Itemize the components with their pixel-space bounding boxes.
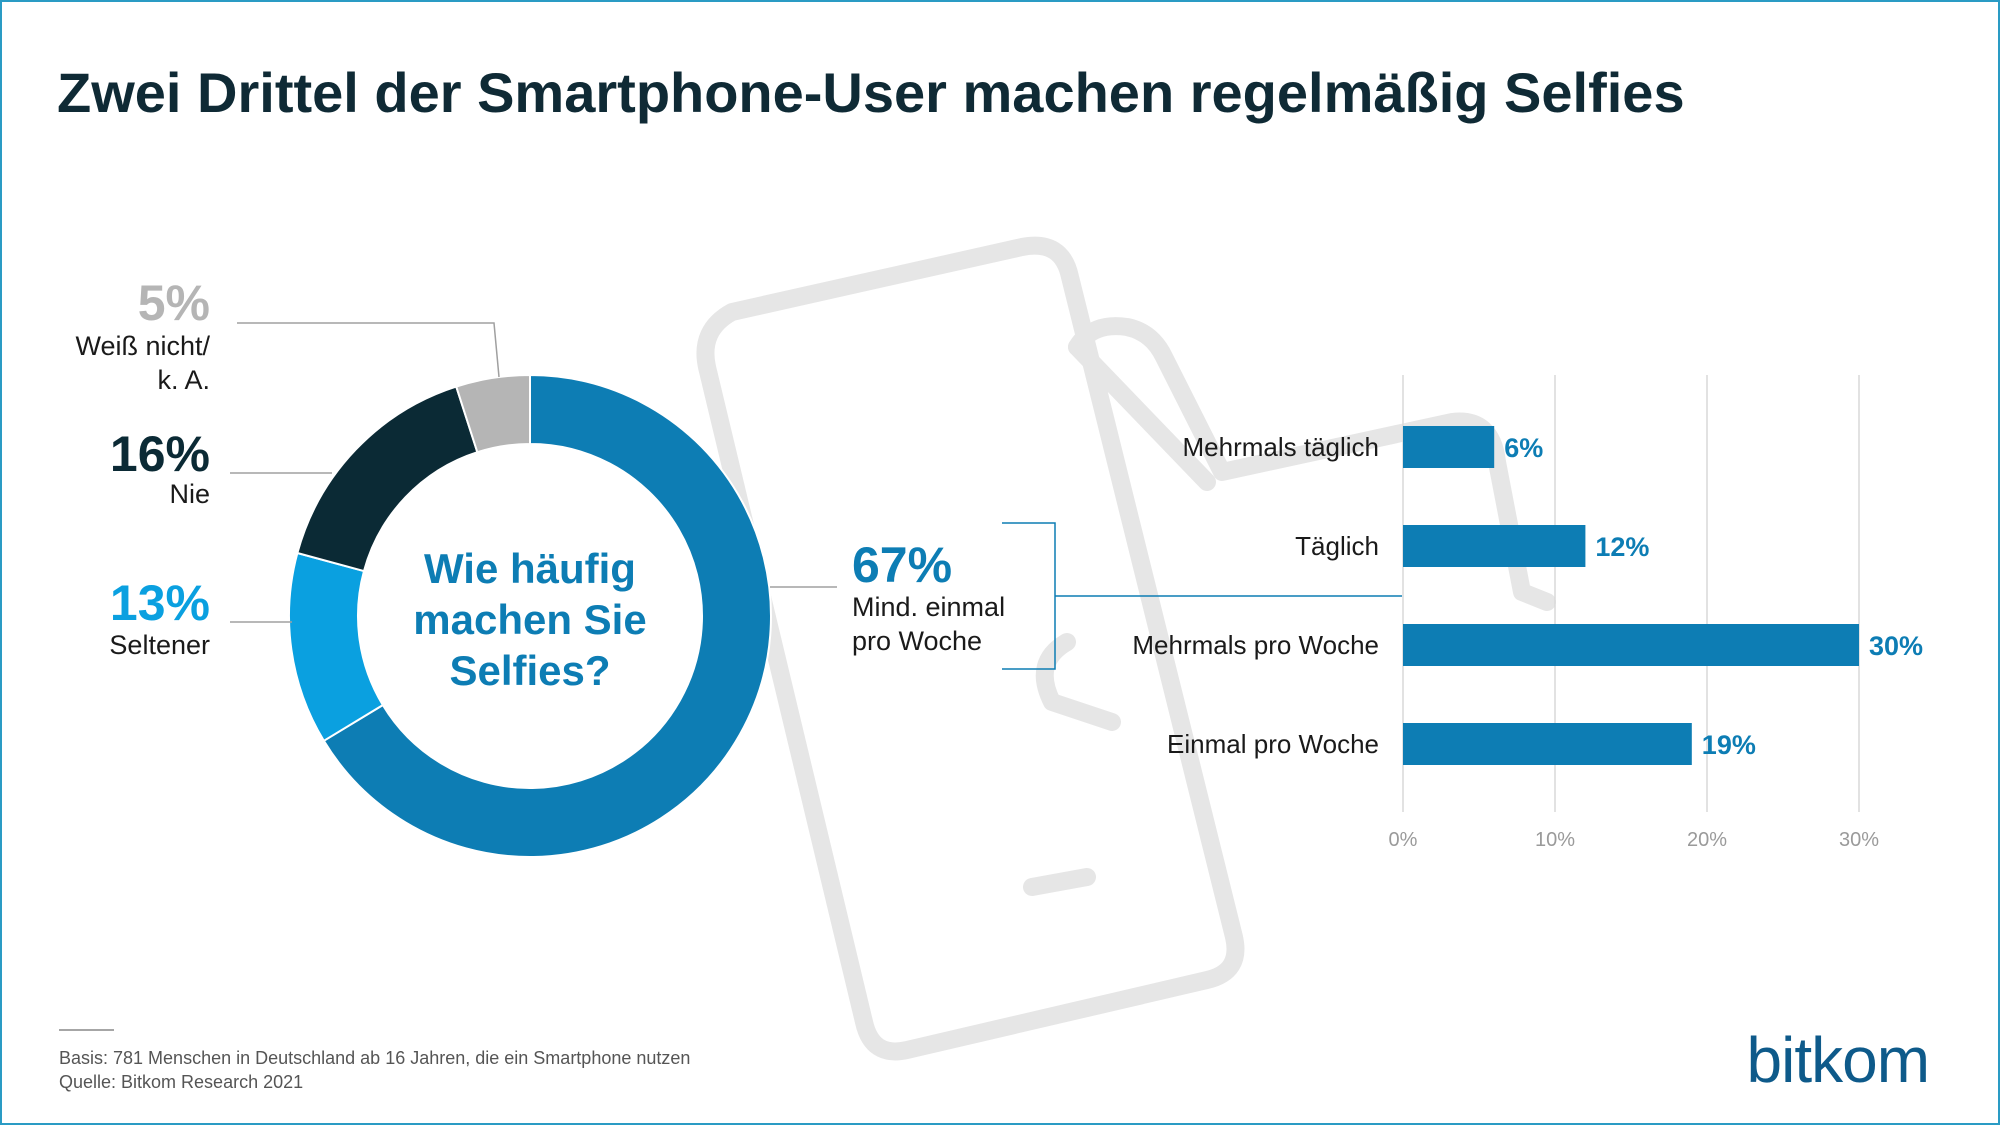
slice-label-woechentlich-2: pro Woche	[852, 626, 982, 656]
bar	[1403, 426, 1495, 468]
x-tick-label: 30%	[1839, 829, 1879, 851]
slice-pct-weiss-nicht: 5%	[138, 275, 210, 331]
bar	[1403, 624, 1859, 666]
slice-pct-woechentlich: 67%	[852, 537, 952, 593]
bar-value-label: 19%	[1702, 730, 1756, 760]
slice-pct-seltener: 13%	[110, 575, 210, 631]
page-title: Zwei Drittel der Smartphone-User machen …	[57, 61, 1685, 124]
slice-pct-nie: 16%	[110, 426, 210, 482]
bar-value-label: 30%	[1869, 631, 1923, 661]
slice-label-seltener: Seltener	[109, 630, 210, 660]
bar-category-label: Täglich	[1295, 531, 1379, 561]
footer-basis: Basis: 781 Menschen in Deutschland ab 16…	[59, 1048, 690, 1068]
bar-value-label: 6%	[1504, 433, 1543, 463]
bar	[1403, 525, 1586, 567]
bar-chart: 0% 10% 20% 30% Mehrmals täglich 6% Täglich 12% M…	[1132, 375, 1923, 851]
bar	[1403, 723, 1692, 765]
x-tick-label: 10%	[1535, 829, 1575, 851]
donut-center-line-1: Wie häufig	[424, 545, 636, 592]
bar-value-label: 12%	[1595, 532, 1649, 562]
slice-label-nie: Nie	[169, 479, 210, 509]
bar-category-label: Einmal pro Woche	[1167, 729, 1379, 759]
slice-label-weiss-nicht-2: k. A.	[157, 365, 210, 395]
slice-seltener	[288, 551, 385, 743]
slice-label-woechentlich-1: Mind. einmal	[852, 592, 1005, 622]
footer-source: Quelle: Bitkom Research 2021	[59, 1072, 303, 1092]
donut-chart	[288, 373, 772, 858]
bar-category-label: Mehrmals täglich	[1182, 432, 1379, 462]
donut-center-line-3: Selfies?	[449, 647, 610, 694]
donut-center-line-2: machen Sie	[413, 596, 646, 643]
bar-category-label: Mehrmals pro Woche	[1132, 630, 1379, 660]
slice-woechentlich	[322, 373, 772, 858]
group-bracket	[1002, 522, 1402, 670]
slice-nie	[296, 385, 479, 573]
slice-weiss-nicht	[454, 373, 531, 454]
donut-leader-lines	[230, 322, 837, 623]
slice-label-weiss-nicht-1: Weiß nicht/	[75, 331, 210, 361]
x-tick-label: 20%	[1687, 829, 1727, 851]
x-tick-label: 0%	[1389, 829, 1418, 851]
bitkom-logo: bitkom	[1747, 1024, 1930, 1096]
phone-background-icon	[696, 236, 1556, 1061]
